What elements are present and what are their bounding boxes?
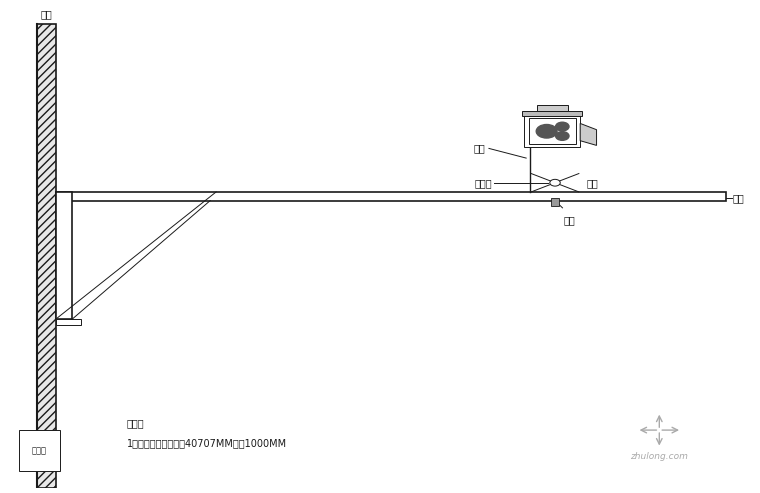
Polygon shape — [524, 115, 580, 147]
Polygon shape — [56, 192, 727, 201]
Polygon shape — [522, 111, 582, 115]
Polygon shape — [580, 123, 597, 145]
Polygon shape — [56, 319, 81, 325]
Circle shape — [549, 179, 560, 186]
Circle shape — [537, 125, 557, 138]
Text: 墙体: 墙体 — [41, 9, 52, 19]
Bar — [551, 198, 559, 206]
Polygon shape — [537, 105, 568, 111]
Text: 1、樹杆采用镀锌角钔40707MM长剠1000MM: 1、樹杆采用镀锌角钔40707MM长剠1000MM — [127, 438, 287, 448]
Text: 固定点: 固定点 — [474, 177, 492, 188]
Text: 类管: 类管 — [473, 143, 485, 153]
Text: 螺丝: 螺丝 — [564, 215, 576, 225]
Text: 设备筱: 设备筱 — [32, 446, 47, 455]
Text: zhulong.com: zhulong.com — [630, 453, 689, 461]
Circle shape — [556, 122, 569, 131]
Circle shape — [556, 132, 569, 141]
Polygon shape — [37, 24, 56, 488]
Text: 樹杆: 樹杆 — [733, 193, 744, 203]
Text: 说明：: 说明： — [127, 418, 144, 428]
Polygon shape — [19, 430, 60, 471]
Text: 支架: 支架 — [586, 177, 598, 188]
Polygon shape — [56, 192, 72, 319]
Polygon shape — [529, 118, 575, 144]
